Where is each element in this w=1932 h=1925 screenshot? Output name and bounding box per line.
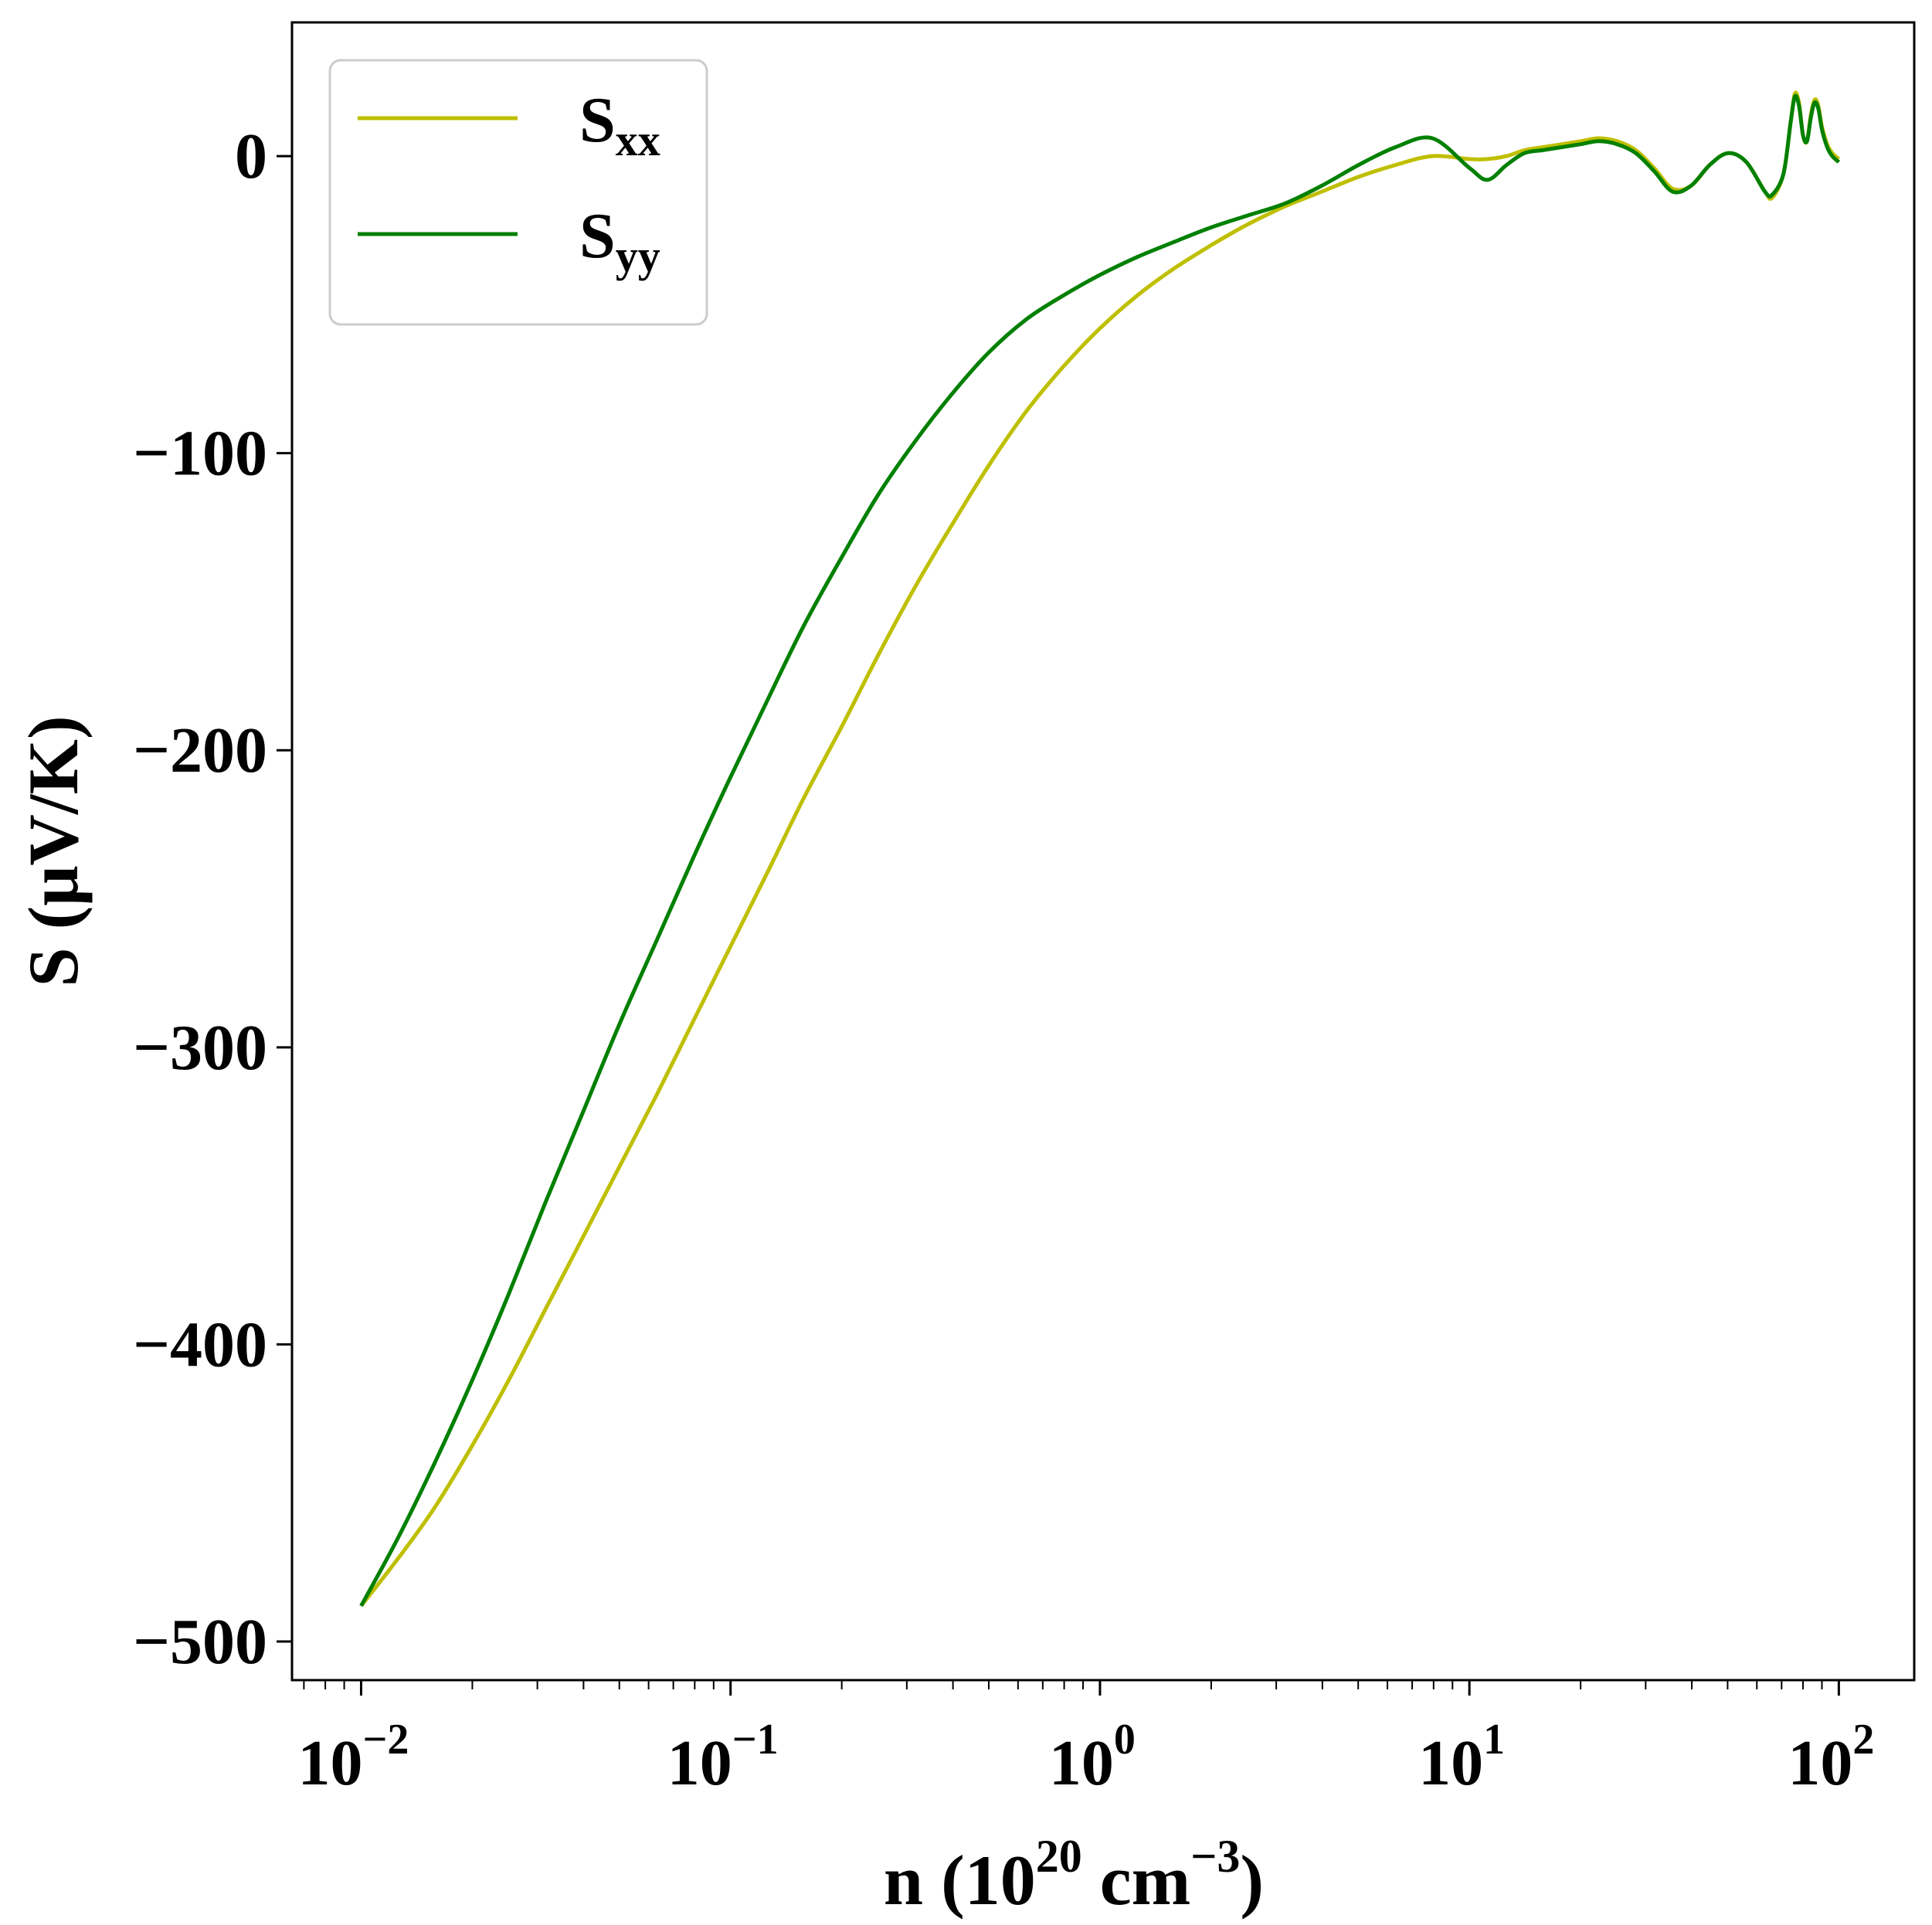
y-tick-label: 0	[235, 121, 267, 192]
x-tick-exponent: 0	[1114, 1716, 1136, 1764]
x-axis-label-prefix: n (10	[884, 1841, 1036, 1920]
x-axis-label-sup1: 20	[1036, 1831, 1082, 1882]
legend: Sxx Syy	[328, 59, 708, 326]
x-tick-base: 10	[1049, 1727, 1114, 1799]
x-axis-label: n (1020 cm−3)	[884, 1831, 1264, 1920]
x-tick-exponent: 1	[1483, 1716, 1505, 1764]
legend-label-syy-base: S	[579, 200, 616, 272]
series-layer	[359, 90, 1841, 1608]
x-axis-label-sup2: −3	[1190, 1831, 1240, 1882]
x-tick-base: 10	[667, 1727, 732, 1799]
x-axis-ticks: 10−2 10−1 100 101 102	[298, 1680, 1874, 1799]
x-tick-exponent: 2	[1852, 1716, 1874, 1764]
x-tick-label: 10−1	[667, 1716, 779, 1799]
x-axis-label-middle: cm	[1082, 1841, 1190, 1920]
y-tick-label: −500	[133, 1606, 267, 1678]
legend-label-sxx: Sxx	[579, 84, 660, 165]
y-tick-label: −200	[133, 715, 267, 786]
y-tick-label: −300	[133, 1012, 267, 1084]
x-tick-exponent: −1	[732, 1716, 779, 1764]
x-tick-base: 10	[1418, 1727, 1483, 1799]
y-tick-label: −400	[133, 1309, 267, 1380]
series-line-syy	[359, 93, 1841, 1608]
x-axis-label-suffix: )	[1240, 1841, 1264, 1920]
x-tick-label: 10−2	[298, 1716, 409, 1799]
y-axis-label: S (μV/K)	[14, 715, 93, 986]
y-axis-ticks: 0 −100 −200 −300 −400 −500	[133, 121, 292, 1678]
x-tick-base: 10	[1788, 1727, 1852, 1799]
legend-label-syy: Syy	[579, 200, 660, 281]
legend-box	[328, 59, 708, 326]
y-tick-label: −100	[133, 418, 267, 490]
x-tick-base: 10	[298, 1727, 363, 1799]
plot-frame	[290, 21, 1916, 1682]
legend-label-syy-sub: yy	[616, 231, 660, 281]
x-tick-exponent: −2	[363, 1716, 409, 1764]
legend-label-sxx-base: S	[579, 84, 616, 156]
x-tick-label: 102	[1788, 1716, 1874, 1799]
legend-label-sxx-sub: xx	[616, 115, 660, 165]
x-tick-label: 101	[1418, 1716, 1505, 1799]
x-tick-label: 100	[1049, 1716, 1136, 1799]
